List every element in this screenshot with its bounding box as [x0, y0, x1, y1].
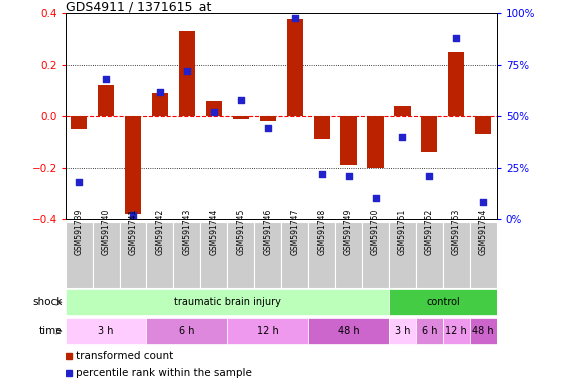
Bar — [125, 116, 141, 214]
Bar — [340, 116, 357, 165]
Bar — [206, 101, 222, 116]
Bar — [174, 222, 200, 288]
Text: 12 h: 12 h — [257, 326, 279, 336]
Bar — [389, 318, 416, 344]
Point — [398, 134, 407, 140]
Text: 6 h: 6 h — [179, 326, 195, 336]
Point — [452, 35, 461, 41]
Point — [263, 126, 272, 132]
Bar — [66, 290, 389, 315]
Bar — [475, 116, 492, 134]
Text: GSM591743: GSM591743 — [182, 209, 191, 255]
Text: GSM591739: GSM591739 — [75, 209, 83, 255]
Bar — [389, 222, 416, 288]
Text: GSM591752: GSM591752 — [425, 209, 434, 255]
Text: GSM591751: GSM591751 — [398, 209, 407, 255]
Bar — [227, 318, 308, 344]
Point — [236, 97, 246, 103]
Text: shock: shock — [33, 297, 63, 308]
Text: GSM591748: GSM591748 — [317, 209, 326, 255]
Bar — [200, 222, 227, 288]
Bar — [335, 222, 362, 288]
Text: GDS4911 / 1371615_at: GDS4911 / 1371615_at — [66, 0, 211, 13]
Bar — [395, 106, 411, 116]
Bar — [362, 222, 389, 288]
Text: percentile rank within the sample: percentile rank within the sample — [77, 368, 252, 378]
Text: GSM591742: GSM591742 — [155, 209, 164, 255]
Bar — [448, 52, 464, 116]
Bar — [119, 222, 147, 288]
Text: GSM591740: GSM591740 — [102, 209, 111, 255]
Bar — [152, 93, 168, 116]
Bar — [227, 222, 254, 288]
Bar — [254, 222, 281, 288]
Bar — [416, 318, 443, 344]
Text: 6 h: 6 h — [421, 326, 437, 336]
Text: time: time — [39, 326, 63, 336]
Text: 3 h: 3 h — [395, 326, 410, 336]
Bar — [66, 222, 93, 288]
Text: GSM591745: GSM591745 — [236, 209, 246, 255]
Bar — [147, 318, 227, 344]
Point — [425, 173, 434, 179]
Text: GSM591741: GSM591741 — [128, 209, 138, 255]
Text: 3 h: 3 h — [98, 326, 114, 336]
Point — [102, 76, 111, 82]
Bar — [416, 222, 443, 288]
Text: GSM591749: GSM591749 — [344, 209, 353, 255]
Text: GSM591753: GSM591753 — [452, 209, 461, 255]
Text: traumatic brain injury: traumatic brain injury — [174, 297, 281, 308]
Bar — [470, 318, 497, 344]
Bar — [93, 222, 119, 288]
Bar — [443, 222, 470, 288]
Text: 12 h: 12 h — [445, 326, 467, 336]
Text: GSM591746: GSM591746 — [263, 209, 272, 255]
Bar — [308, 318, 389, 344]
Bar — [71, 116, 87, 129]
Bar — [147, 222, 174, 288]
Bar — [308, 222, 335, 288]
Text: GSM591750: GSM591750 — [371, 209, 380, 255]
Bar — [367, 116, 384, 167]
Text: GSM591744: GSM591744 — [210, 209, 218, 255]
Bar — [470, 222, 497, 288]
Text: GSM591754: GSM591754 — [479, 209, 488, 255]
Bar — [443, 318, 470, 344]
Point — [478, 199, 488, 205]
Bar — [421, 116, 437, 152]
Text: 48 h: 48 h — [338, 326, 359, 336]
Point — [317, 170, 326, 177]
Point — [182, 68, 191, 74]
Point — [344, 173, 353, 179]
Text: GSM591747: GSM591747 — [290, 209, 299, 255]
Bar — [66, 318, 147, 344]
Text: transformed count: transformed count — [77, 351, 174, 361]
Bar — [287, 18, 303, 116]
Point — [75, 179, 84, 185]
Bar — [98, 85, 114, 116]
Point — [128, 212, 138, 218]
Bar — [260, 116, 276, 121]
Text: control: control — [426, 297, 460, 308]
Point — [155, 88, 164, 94]
Point — [210, 109, 219, 115]
Point — [290, 15, 299, 21]
Bar — [281, 222, 308, 288]
Point — [371, 195, 380, 202]
Bar — [313, 116, 329, 139]
Text: 48 h: 48 h — [472, 326, 494, 336]
Bar — [233, 116, 249, 119]
Bar — [389, 290, 497, 315]
Bar — [179, 31, 195, 116]
